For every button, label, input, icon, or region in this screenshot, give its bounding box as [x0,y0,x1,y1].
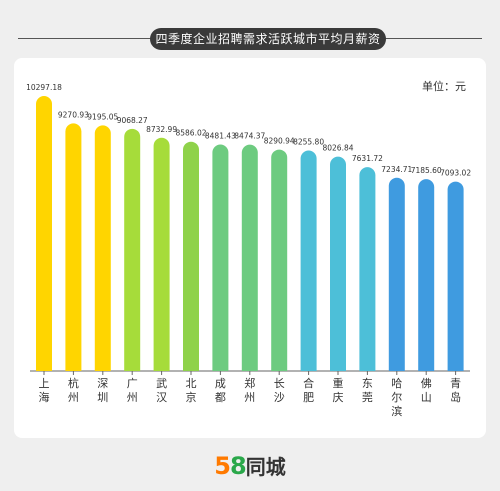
bar [65,123,82,371]
value-label: 8290.94 [264,137,295,146]
bar [153,137,170,371]
value-label: 8732.99 [146,125,177,134]
bar [418,179,435,371]
footer-logo: 58同城 [0,451,500,481]
unit-label: 单位：元 [422,80,466,93]
category-label: 武汉 [156,377,167,404]
value-label: 8474.37 [234,132,265,141]
bar [388,177,405,371]
value-label: 8255.80 [293,138,324,147]
bar [300,150,317,371]
category-label: 深圳 [97,377,108,404]
logo-58: 58 [214,452,247,480]
bar [183,141,199,371]
bar [447,181,464,371]
value-label: 9068.27 [117,116,148,125]
category-label: 杭州 [68,376,79,404]
category-label: 郑州 [244,376,255,404]
value-label: 8586.02 [175,129,206,138]
bar [359,167,376,371]
bar [94,125,111,371]
bar [124,128,141,371]
category-label: 佛山 [421,377,432,404]
chart-title: 四季度企业招聘需求活跃城市平均月薪资 [150,28,386,50]
value-label: 8481.43 [205,131,236,140]
value-label: 7093.02 [440,169,471,178]
category-label: 哈尔滨 [391,377,402,418]
logo-text: 同城 [245,455,286,479]
value-label: 7631.72 [352,154,383,163]
category-label: 合肥 [303,376,314,404]
value-label: 10297.18 [26,83,62,92]
value-label: 7185.60 [411,166,442,175]
bar [271,149,288,371]
category-label: 成都 [215,377,226,404]
chart-panel: 10297.18 上海 9270.93 杭州 9195.05 深圳 9068.27 广州 873… [14,58,486,438]
category-label: 重庆 [333,376,344,404]
category-label: 北京 [186,377,197,404]
category-label: 东莞 [362,377,373,404]
bar [330,156,346,371]
title-bar: 四季度企业招聘需求活跃城市平均月薪资 [18,28,482,50]
category-label: 上海 [39,377,50,404]
logo-digit-8: 8 [230,452,247,480]
bar-chart: 10297.18 上海 9270.93 杭州 9195.05 深圳 9068.27 广州 873… [26,83,471,418]
bar [241,144,258,371]
bar [212,144,229,371]
value-label: 8026.84 [322,144,353,153]
category-label: 长沙 [274,377,285,404]
logo-digit-5: 5 [214,452,231,480]
value-label: 9270.93 [58,110,89,119]
category-label: 青岛 [450,377,461,404]
category-label: 广州 [127,377,138,404]
value-label: 9195.05 [87,112,118,121]
value-label: 7234.71 [381,165,412,174]
bar [36,96,52,371]
